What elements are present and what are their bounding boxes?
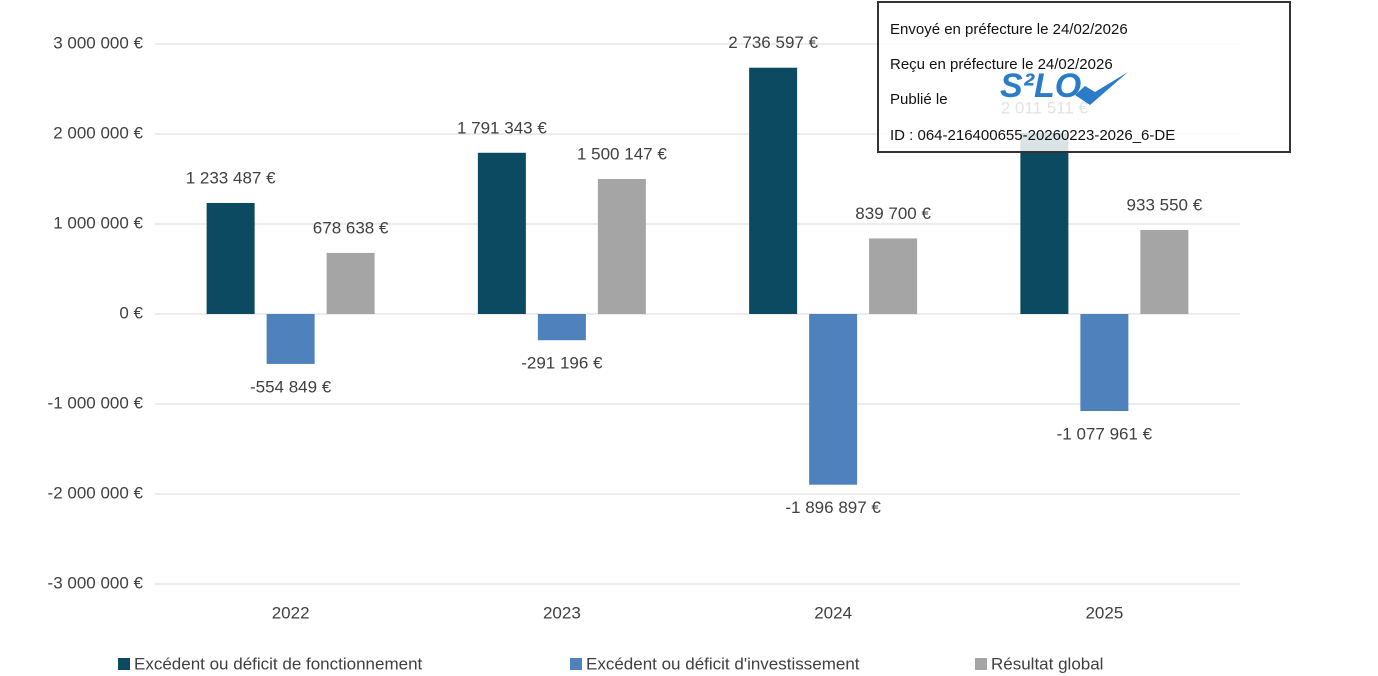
bar [1140,229,1189,314]
stamp-logo: S²LO [1000,67,1081,105]
value-label: -1 896 897 € [785,498,881,517]
bar [749,67,798,314]
bar [1020,132,1069,314]
value-label: 933 550 € [1127,195,1203,214]
bar [477,152,526,314]
y-tick-label: -1 000 000 € [48,393,144,412]
value-label: 1 500 147 € [577,144,667,163]
value-label: -291 196 € [521,354,603,373]
logo-check [1075,72,1128,105]
legend-label: Excédent ou déficit de fonctionnement [134,654,423,673]
stamp-line: Envoyé en préfecture le 24/02/2026 [890,21,1128,38]
bar [266,314,315,364]
stamp-line: ID : 064-216400655-20260223-2026_6-DE [890,127,1175,144]
legend-swatch [975,658,987,670]
legend-swatch [570,658,582,670]
value-label: 1 791 343 € [457,118,547,137]
stamp-line: Reçu en préfecture le 24/02/2026 [890,56,1113,73]
value-label: -554 849 € [250,377,332,396]
bar [1080,314,1129,412]
legend-swatch [118,658,130,670]
bar [869,238,918,314]
value-label: 2 736 597 € [728,33,818,52]
y-tick-label: -3 000 000 € [48,573,144,592]
x-tick-label: 2025 [1085,603,1123,622]
stamp-box [877,1,1291,153]
y-tick-label: 3 000 000 € [53,33,143,52]
plot: -3 000 000 € -2 000 000 € -1 000 000 € 0 € 1… [48,33,1240,673]
stamp: Envoyé en préfecture le 24/02/2026 Reçu e… [877,1,1291,153]
y-tick-label: -2 000 000 € [48,483,144,502]
x-tick-label: 2022 [272,603,310,622]
legend-label: Résultat global [991,654,1103,673]
y-tick-label: 2 000 000 € [53,123,143,142]
bar [537,314,586,341]
bar [326,252,375,314]
y-tick-label: 0 € [119,303,143,322]
bar [206,202,255,314]
value-label: -1 077 961 € [1057,425,1153,444]
value-label: 839 700 € [855,204,931,223]
stamp-line: Publié le [890,91,948,108]
legend-label: Excédent ou déficit d'investissement [586,654,860,673]
bar [809,314,858,485]
y-tick-label: 1 000 000 € [53,213,143,232]
value-label: 678 638 € [313,218,389,237]
x-tick-label: 2023 [543,603,581,622]
value-label: 1 233 487 € [186,168,276,187]
bar [597,178,646,314]
x-tick-label: 2024 [814,603,852,622]
